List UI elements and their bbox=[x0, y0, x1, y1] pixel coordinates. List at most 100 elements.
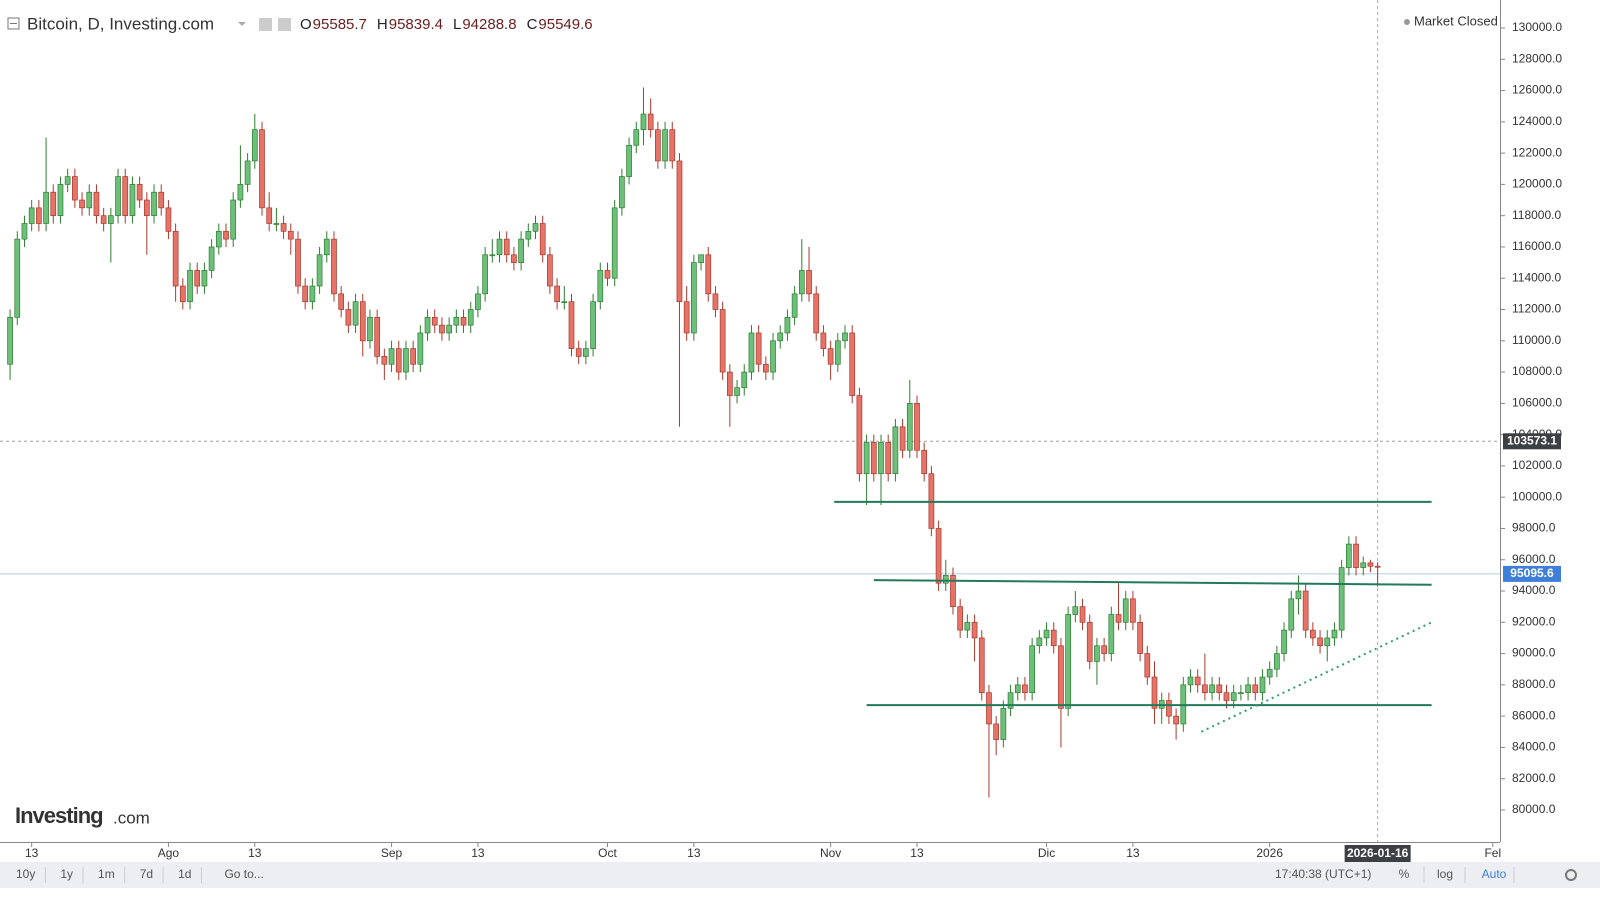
y-tick-label: 88000.0 bbox=[1512, 677, 1556, 691]
candle-body bbox=[482, 254, 488, 295]
crosshair-label-bg bbox=[1344, 845, 1411, 862]
candle-body bbox=[179, 285, 186, 303]
candle-body bbox=[496, 238, 503, 256]
candle-body bbox=[856, 395, 863, 475]
candle-body bbox=[1374, 565, 1381, 568]
range-button[interactable]: 1d bbox=[178, 867, 191, 881]
crosshair-label: 2026-01-16 bbox=[1347, 846, 1409, 860]
price-label-bg bbox=[1503, 565, 1561, 582]
candle-body bbox=[1187, 676, 1194, 686]
candle-body bbox=[460, 316, 467, 326]
candle-body bbox=[1029, 645, 1035, 694]
candle-body bbox=[215, 230, 222, 248]
candle-body bbox=[1360, 562, 1367, 568]
candle-body bbox=[806, 270, 812, 295]
candle-body bbox=[100, 215, 107, 224]
candle-body bbox=[1288, 598, 1295, 631]
candle-body bbox=[64, 176, 71, 185]
candle-body bbox=[993, 723, 1000, 740]
candle-body bbox=[1022, 684, 1028, 694]
drawing-line[interactable] bbox=[873, 579, 1432, 586]
y-tick-label: 130000.0 bbox=[1512, 20, 1562, 34]
candle-body bbox=[842, 332, 848, 342]
status-dot bbox=[1404, 19, 1410, 25]
candle-body bbox=[741, 371, 748, 389]
candle-body bbox=[165, 207, 172, 232]
candle-body bbox=[72, 176, 78, 201]
candle-body bbox=[647, 113, 654, 131]
candle-body bbox=[640, 113, 647, 131]
candle-body bbox=[604, 270, 611, 279]
ohlc-label: L bbox=[453, 16, 461, 33]
candle-body bbox=[921, 449, 928, 475]
candle-body bbox=[503, 238, 510, 256]
range-button[interactable]: 1m bbox=[98, 867, 115, 881]
x-tick-label: 13 bbox=[687, 846, 701, 860]
dropdown-icon[interactable] bbox=[238, 22, 246, 26]
candle-body bbox=[21, 223, 28, 240]
candle-body bbox=[1367, 562, 1374, 567]
candle-body bbox=[287, 230, 294, 240]
candle-body bbox=[1122, 598, 1129, 623]
x-tick-label: 13 bbox=[471, 846, 485, 860]
scale-option[interactable]: Auto bbox=[1482, 867, 1507, 881]
candle-body bbox=[964, 621, 971, 631]
candle-body bbox=[172, 230, 179, 287]
candle-body bbox=[834, 340, 841, 365]
candle-body bbox=[1295, 590, 1302, 600]
candle-body bbox=[878, 442, 884, 475]
candle-body bbox=[1058, 645, 1064, 709]
candle-body bbox=[237, 184, 244, 201]
candle-body bbox=[1209, 684, 1215, 694]
candle-body bbox=[467, 309, 474, 326]
ohlc-value: 94288.8 bbox=[462, 16, 516, 33]
candle-body bbox=[978, 637, 985, 694]
candle-body bbox=[208, 246, 215, 271]
candle-body bbox=[410, 348, 416, 365]
candle-body bbox=[1324, 637, 1331, 647]
range-button[interactable]: 10y bbox=[16, 867, 35, 881]
candle-body bbox=[115, 176, 121, 217]
price-label-bg bbox=[1503, 433, 1561, 450]
candle-body bbox=[158, 191, 165, 209]
range-button[interactable]: 7d bbox=[140, 867, 153, 881]
scale-option[interactable]: % bbox=[1399, 867, 1410, 881]
candle-body bbox=[388, 348, 395, 365]
candle-body bbox=[374, 316, 381, 357]
collapse-icon[interactable] bbox=[7, 17, 20, 30]
x-tick-label: Sep bbox=[381, 846, 403, 860]
goto-button[interactable]: Go to... bbox=[224, 867, 263, 881]
candle-body bbox=[359, 301, 366, 342]
candle-body bbox=[1338, 567, 1345, 631]
candle-body bbox=[7, 316, 13, 365]
x-tick-label: Ago bbox=[158, 846, 180, 860]
candle-body bbox=[475, 293, 481, 310]
candle-body bbox=[1302, 590, 1309, 631]
y-tick-label: 94000.0 bbox=[1512, 583, 1556, 597]
candle-body bbox=[691, 262, 697, 334]
candle-body bbox=[316, 254, 323, 287]
candle-body bbox=[547, 254, 553, 287]
candle-body bbox=[295, 238, 301, 287]
candle-body bbox=[539, 223, 546, 256]
candle-body bbox=[698, 254, 704, 263]
drawing-line[interactable] bbox=[1200, 621, 1433, 733]
candle-body bbox=[950, 575, 956, 608]
y-tick-label: 114000.0 bbox=[1512, 270, 1561, 284]
candle-body bbox=[734, 387, 740, 396]
candle-body bbox=[755, 332, 762, 365]
candle-body bbox=[820, 332, 827, 349]
settings-icon[interactable] bbox=[278, 18, 291, 31]
range-button[interactable]: 1y bbox=[60, 867, 73, 881]
settings-gear[interactable] bbox=[1565, 869, 1577, 881]
y-tick-label: 90000.0 bbox=[1512, 646, 1556, 660]
scale-option[interactable]: log bbox=[1437, 867, 1453, 881]
eye-icon[interactable] bbox=[259, 18, 272, 31]
candle-body bbox=[1014, 684, 1021, 694]
candle-body bbox=[1223, 692, 1230, 701]
candle-body bbox=[1259, 676, 1266, 694]
candle-body bbox=[1079, 606, 1086, 623]
candle-body bbox=[36, 207, 42, 224]
y-tick-label: 116000.0 bbox=[1512, 239, 1561, 253]
